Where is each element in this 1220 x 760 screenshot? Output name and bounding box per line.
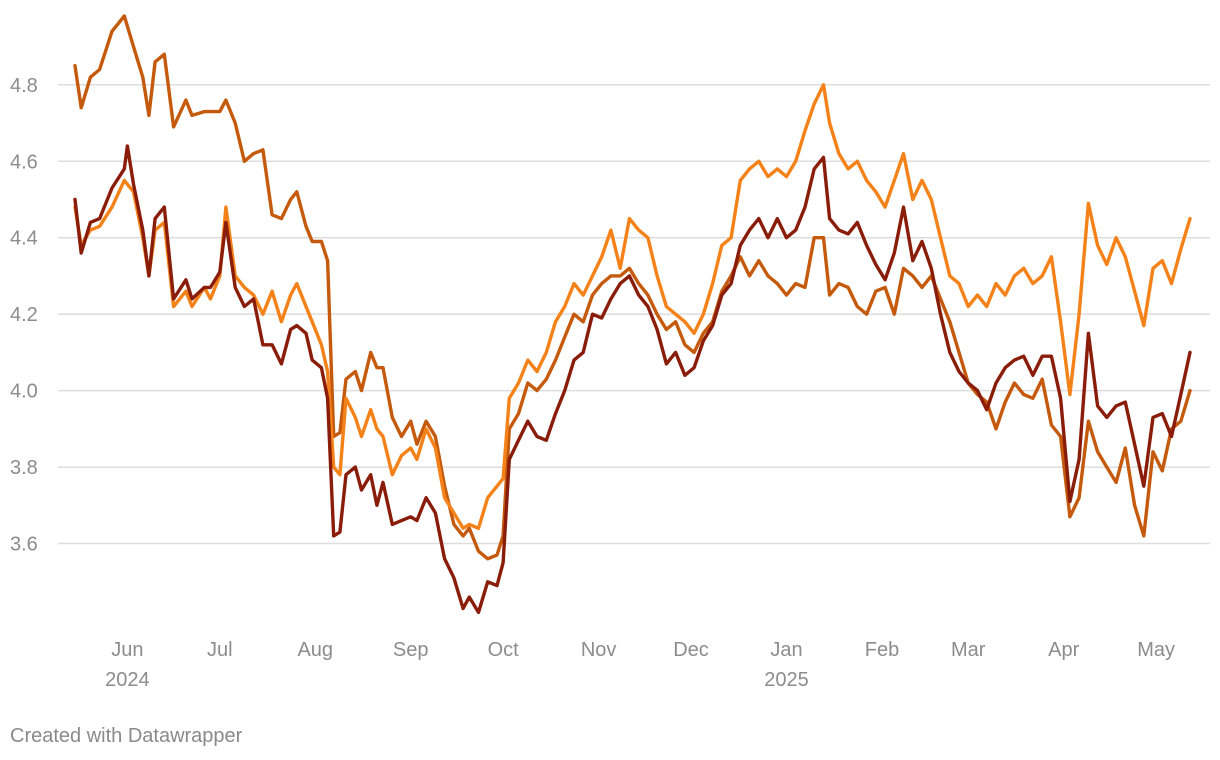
x-tick-label: Aug <box>297 639 333 661</box>
y-tick-label: 4.6 <box>10 151 38 173</box>
y-axis-ticks: 3.6 3.8 4.0 4.2 4.4 4.6 4.8 <box>10 75 38 556</box>
x-tick-label: Jun <box>111 639 143 661</box>
x-tick-label: Dec <box>673 639 709 661</box>
x-tick-label: Jan <box>770 639 802 661</box>
y-tick-label: 4.8 <box>10 75 38 97</box>
x-tick-label: Oct <box>488 639 520 661</box>
x-tick-label: Nov <box>581 639 617 661</box>
y-tick-label: 4.2 <box>10 304 38 326</box>
x-axis-ticks: Jun 2024 Jul Aug Sep Oct Nov Dec Jan 2025 Feb Mar Ap… <box>105 639 1175 691</box>
x-tick-label: May <box>1137 639 1175 661</box>
x-tick-year-label: 2025 <box>764 669 809 691</box>
grid-layer <box>58 84 1210 545</box>
series-line-1 <box>73 14 1192 561</box>
y-tick-label: 4.0 <box>10 381 38 403</box>
y-tick-label: 4.4 <box>10 228 38 250</box>
x-tick-label: Sep <box>393 639 429 661</box>
series-line-3 <box>73 144 1192 615</box>
footer-credit: Created with Datawrapper <box>10 725 243 747</box>
x-tick-label: Feb <box>865 639 899 661</box>
y-tick-label: 3.6 <box>10 534 38 556</box>
y-tick-label: 3.8 <box>10 457 38 479</box>
x-tick-label: Jul <box>207 639 233 661</box>
x-tick-label: Mar <box>951 639 986 661</box>
x-tick-year-label: 2024 <box>105 669 150 691</box>
series-line-2 <box>73 83 1192 530</box>
x-tick-label: Apr <box>1048 639 1079 661</box>
series-layer <box>73 14 1192 615</box>
